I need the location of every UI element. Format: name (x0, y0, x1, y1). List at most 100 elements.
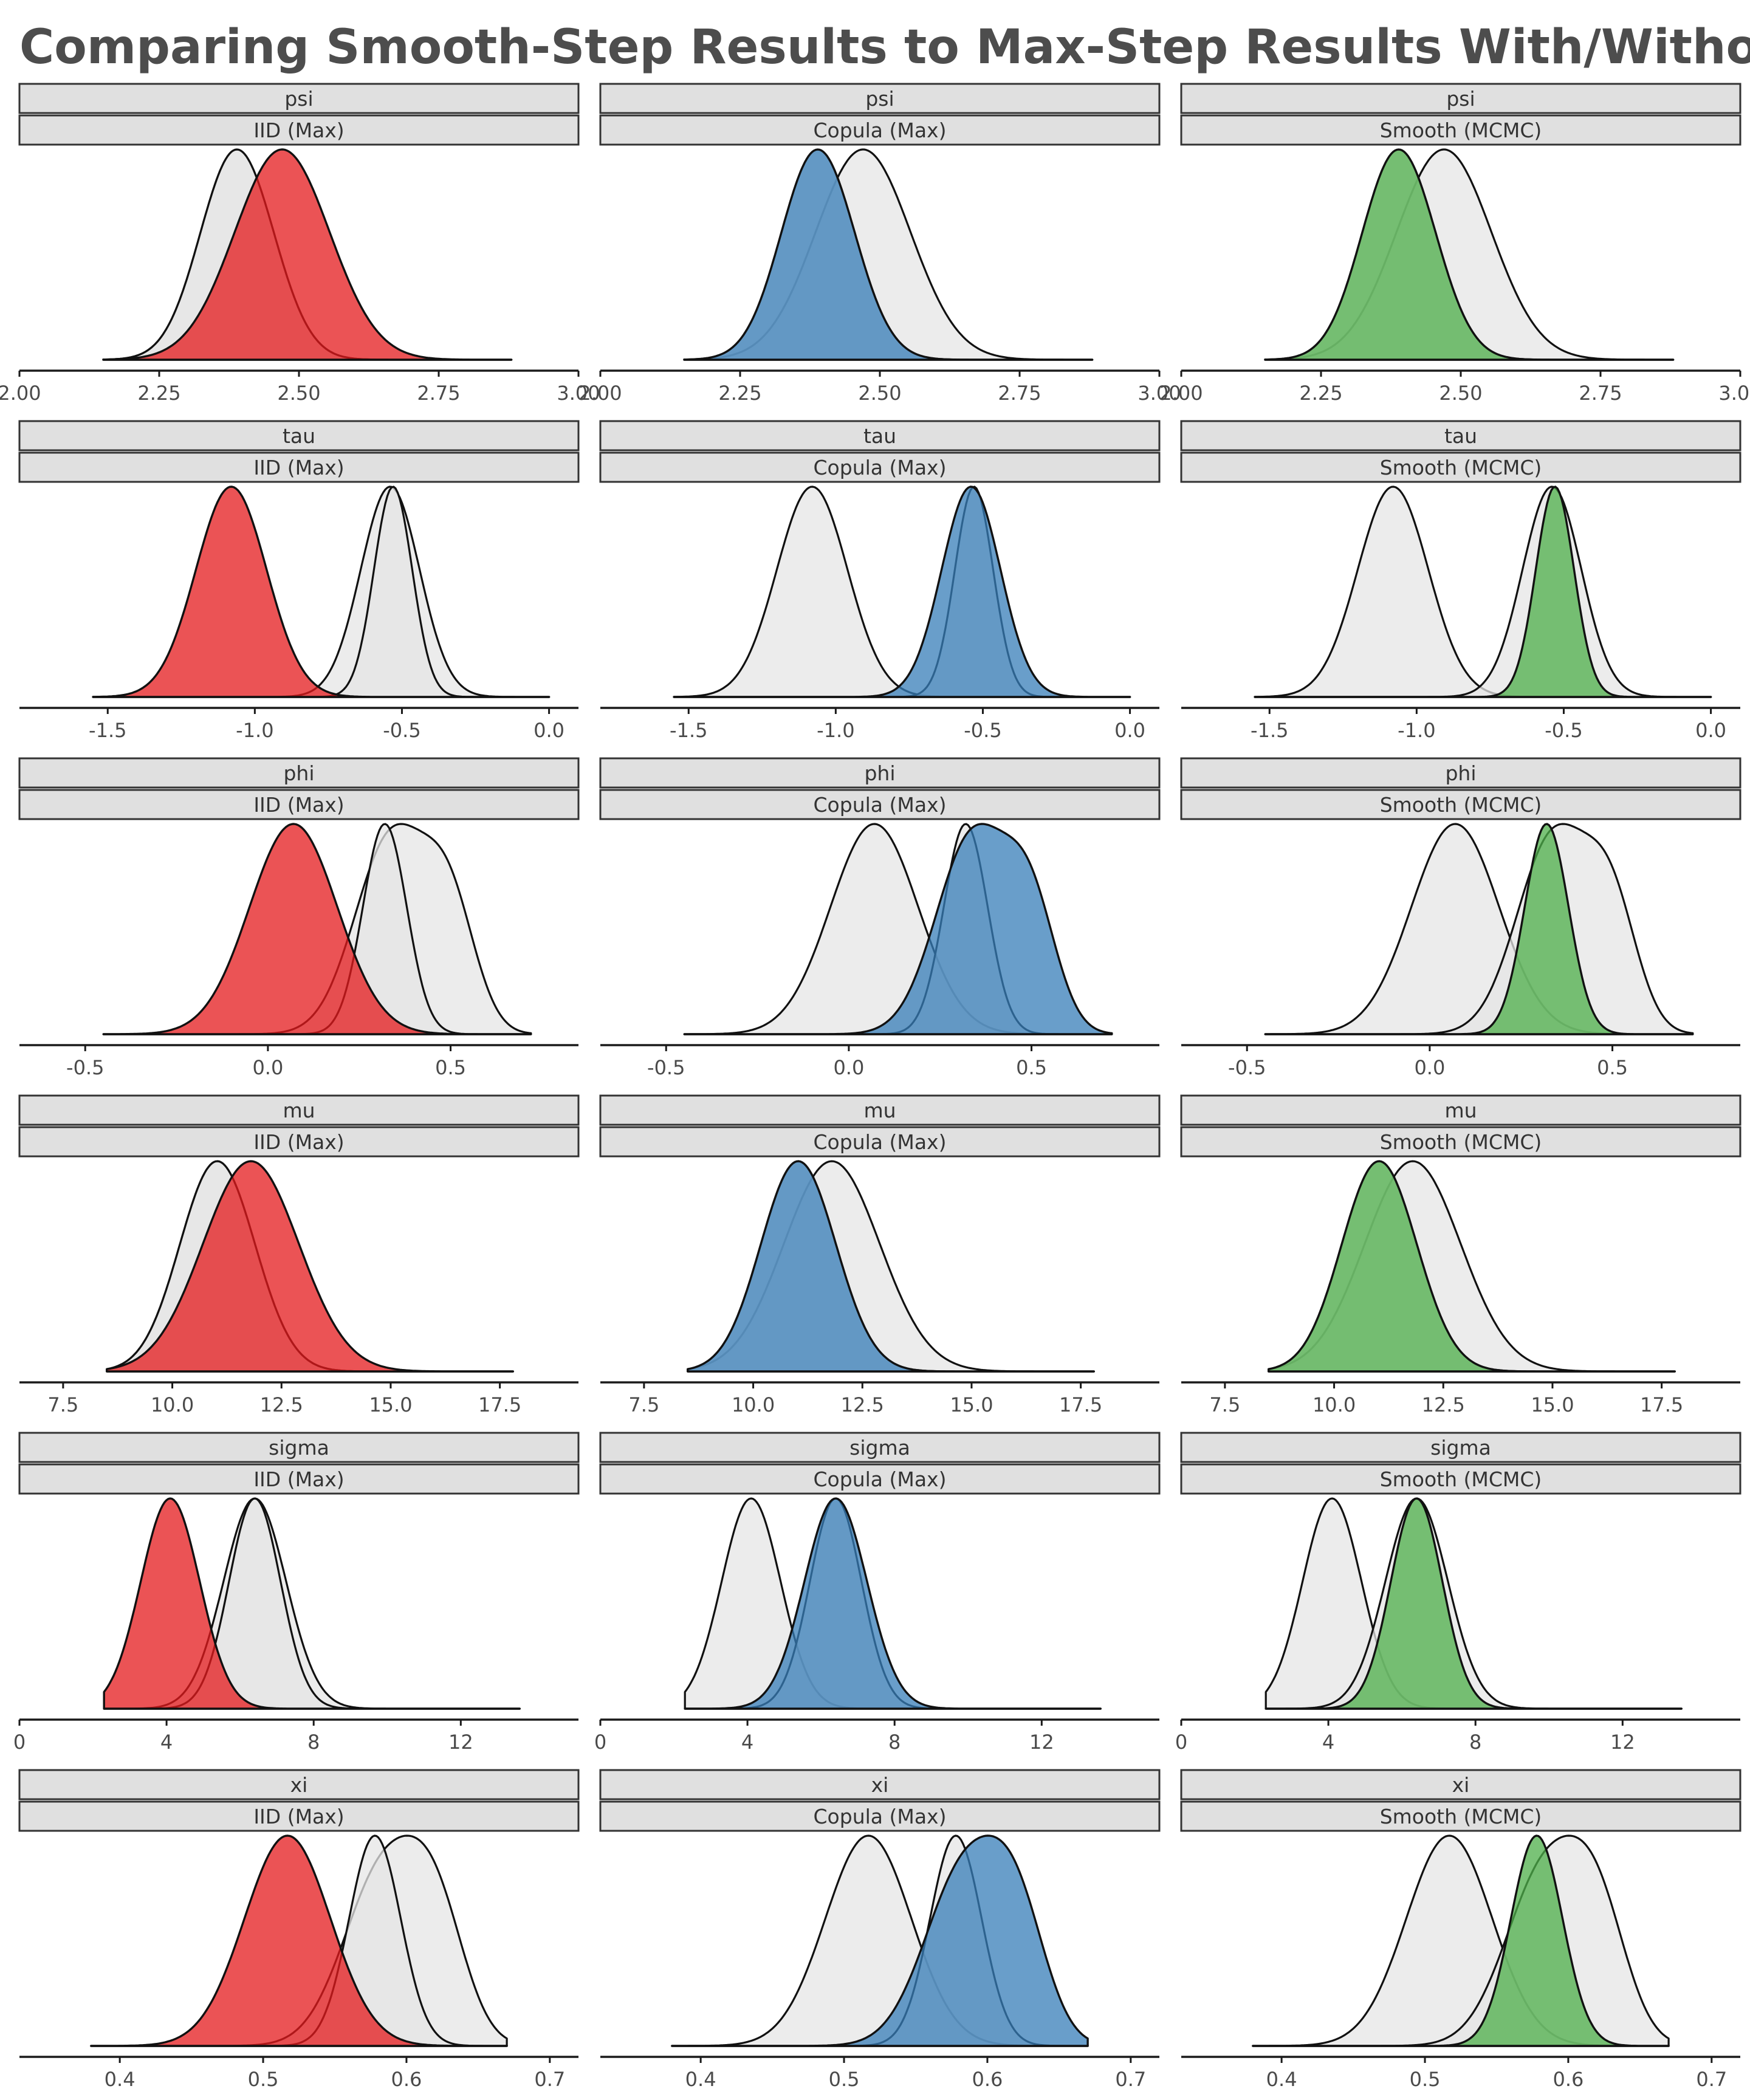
strip-parameter-label: phi (864, 761, 895, 785)
x-tick-label: 0.7 (1115, 2068, 1146, 2091)
strip-parameter-box (18, 1094, 580, 1126)
x-tick-label: 0.6 (391, 2068, 422, 2091)
facet-mu-iid: mu IID (Max) 7.5 10.0 12.5 15.0 17.5 (18, 1094, 580, 1416)
x-tick-label: 7.5 (1209, 1393, 1240, 1416)
x-tick-label: 7.5 (628, 1393, 659, 1416)
x-tick-label: 2.00 (578, 382, 622, 405)
x-tick-label: 12 (1610, 1731, 1635, 1754)
x-tick-label: 0.0 (252, 1056, 283, 1079)
facet-sigma-smooth: sigma Smooth (MCMC) 0 4 8 12 (1175, 1432, 1741, 1754)
x-tick-label: -1.0 (817, 719, 854, 742)
strip-parameter-box (599, 1432, 1161, 1463)
x-tick-label: 0.7 (534, 2068, 565, 2091)
strip-method-label: IID (Max) (253, 1805, 344, 1828)
strip-parameter-box (1180, 1769, 1741, 1800)
strip-method-box (1180, 451, 1741, 483)
x-tick-label: 2.75 (998, 382, 1041, 405)
facet-tau-iid: tau IID (Max) -1.5 -1.0 -0.5 0.0 (18, 420, 580, 742)
x-tick-label: -1.0 (236, 719, 273, 742)
x-tick-label: -0.5 (1228, 1056, 1266, 1079)
facet-sigma-iid: sigma IID (Max) 0 4 8 12 (13, 1432, 580, 1754)
x-tick-label: 2.00 (1159, 382, 1203, 405)
x-tick-label: 17.5 (1640, 1393, 1683, 1416)
facet-mu-smooth: mu Smooth (MCMC) 7.5 10.0 12.5 15.0 17.5 (1180, 1094, 1741, 1416)
highlight-density-copula (673, 486, 1131, 698)
strip-method-box (18, 789, 580, 820)
x-tick-label: 0.5 (1016, 1056, 1047, 1079)
strip-parameter-box (1180, 83, 1741, 114)
x-tick-label: 10.0 (151, 1393, 194, 1416)
strip-method-label: Copula (Max) (814, 793, 947, 817)
x-tick-label: -0.5 (383, 719, 420, 742)
x-tick-label: 0.0 (1114, 719, 1145, 742)
strip-method-box (18, 1463, 580, 1495)
strip-method-label: Copula (Max) (814, 1130, 947, 1154)
x-tick-label: 2.25 (718, 382, 761, 405)
facet-panels: psi IID (Max) 2.00 2.25 2.50 2.75 3.00 psi Copul… (0, 83, 1750, 2091)
strip-parameter-label: xi (871, 1773, 889, 1797)
facet-mu-copula: mu Copula (Max) 7.5 10.0 12.5 15.0 17.5 (599, 1094, 1161, 1416)
strip-method-label: Smooth (MCMC) (1380, 118, 1542, 142)
strip-parameter-label: psi (284, 87, 313, 111)
x-tick-label: 4 (160, 1731, 173, 1754)
x-tick-label: 0.0 (1414, 1056, 1445, 1079)
x-tick-label: 0.4 (1266, 2068, 1297, 2091)
x-tick-label: -0.5 (1545, 719, 1582, 742)
strip-parameter-box (1180, 1094, 1741, 1126)
highlight-density-iid (92, 486, 551, 698)
facet-tau-copula: tau Copula (Max) -1.5 -1.0 -0.5 0.0 (599, 420, 1161, 742)
facet-xi-iid: xi IID (Max) 0.4 0.5 0.6 0.7 (18, 1769, 580, 2091)
x-tick-label: 2.00 (0, 382, 41, 405)
x-tick-label: 15.0 (950, 1393, 993, 1416)
highlight-density-copula (671, 1834, 1089, 2047)
x-tick-label: 0.0 (534, 719, 564, 742)
highlight-density-iid (90, 1834, 508, 2047)
strip-method-label: IID (Max) (253, 118, 344, 142)
x-tick-label: 3.00 (557, 382, 600, 405)
highlight-density-copula (683, 148, 1094, 361)
x-tick-label: 2.75 (417, 382, 460, 405)
highlight-density-smooth (1268, 1160, 1676, 1373)
strip-parameter-label: tau (1444, 424, 1477, 448)
strip-parameter-label: sigma (269, 1436, 329, 1460)
strip-parameter-box (18, 420, 580, 451)
x-tick-label: 0.0 (1695, 719, 1726, 742)
highlight-density-smooth (1264, 1497, 1683, 1710)
x-tick-label: 12 (448, 1731, 473, 1754)
x-tick-label: 17.5 (478, 1393, 521, 1416)
x-tick-label: 0 (13, 1731, 26, 1754)
x-tick-label: 0.4 (685, 2068, 716, 2091)
strip-parameter-box (1180, 1432, 1741, 1463)
strip-parameter-box (599, 1094, 1161, 1126)
strip-parameter-box (1180, 757, 1741, 789)
facet-xi-smooth: xi Smooth (MCMC) 0.4 0.5 0.6 0.7 (1180, 1769, 1741, 2091)
x-tick-label: 0.5 (1410, 2068, 1441, 2091)
highlight-density-smooth (1264, 823, 1694, 1035)
facet-tau-smooth: tau Smooth (MCMC) -1.5 -1.0 -0.5 0.0 (1180, 420, 1741, 742)
x-tick-label: 0.0 (833, 1056, 864, 1079)
x-tick-label: -1.5 (89, 719, 126, 742)
strip-method-box (1180, 1126, 1741, 1158)
x-tick-label: 0 (594, 1731, 606, 1754)
strip-method-label: Smooth (MCMC) (1380, 1130, 1542, 1154)
facet-psi-iid: psi IID (Max) 2.00 2.25 2.50 2.75 3.00 (0, 83, 600, 405)
strip-method-box (1180, 1800, 1741, 1832)
strip-method-box (18, 451, 580, 483)
x-tick-label: 15.0 (1531, 1393, 1574, 1416)
x-tick-label: 10.0 (1312, 1393, 1356, 1416)
strip-method-box (18, 1126, 580, 1158)
strip-method-box (599, 1126, 1161, 1158)
x-tick-label: 2.25 (137, 382, 180, 405)
strip-parameter-label: sigma (1430, 1436, 1491, 1460)
x-tick-label: -0.5 (66, 1056, 104, 1079)
highlight-density-copula (683, 823, 1113, 1035)
facet-phi-copula: phi Copula (Max) -0.5 0.0 0.5 (599, 757, 1161, 1079)
strip-parameter-box (1180, 420, 1741, 451)
strip-method-box (599, 1463, 1161, 1495)
highlight-density-smooth (1264, 148, 1675, 361)
strip-method-label: Smooth (MCMC) (1380, 456, 1542, 479)
strip-parameter-label: tau (283, 424, 315, 448)
x-tick-label: 12.5 (260, 1393, 303, 1416)
facet-xi-copula: xi Copula (Max) 0.4 0.5 0.6 0.7 (599, 1769, 1161, 2091)
